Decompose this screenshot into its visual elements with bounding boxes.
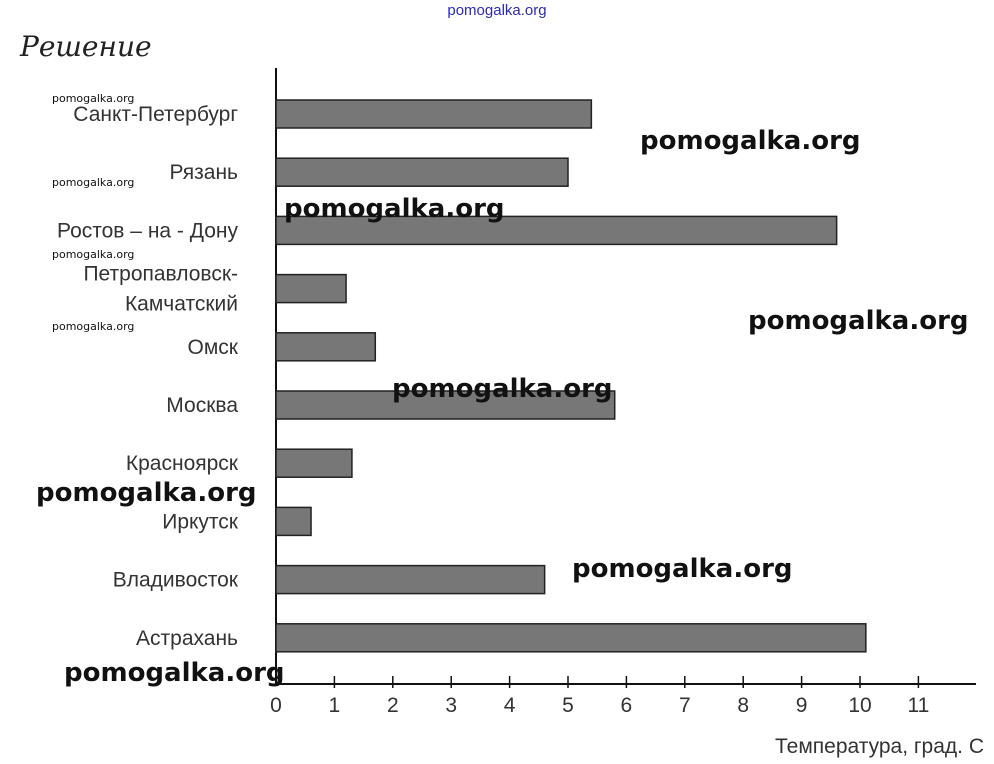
x-tick-label: 9 (796, 694, 808, 717)
watermark: pomogalka.org (36, 478, 257, 508)
category-label: Владивосток (113, 569, 239, 592)
watermark: pomogalka.org (64, 658, 285, 688)
bar-3 (275, 273, 347, 304)
category-label: Красноярск (126, 452, 239, 475)
category-label: Рязань (169, 161, 238, 184)
x-tick-label: 7 (679, 694, 691, 717)
bar-8 (275, 564, 546, 595)
watermark: pomogalka.org (640, 126, 861, 156)
top-watermark: pomogalka.org (447, 2, 547, 19)
x-tick-label: 10 (848, 694, 871, 717)
x-tick-label: 2 (387, 694, 399, 717)
solution-heading: Решение (20, 30, 152, 63)
x-tick-label: 5 (562, 694, 574, 717)
bar-2 (275, 215, 838, 246)
x-tick-label: 1 (329, 694, 341, 717)
x-tick-label: 4 (504, 694, 516, 717)
x-tick-label: 3 (445, 694, 457, 717)
x-tick-label: 8 (737, 694, 749, 717)
watermark: pomogalka.org (52, 248, 135, 261)
bar-0 (275, 99, 593, 129)
category-label: Санкт-Петербург (73, 103, 238, 126)
watermark: pomogalka.org (572, 554, 793, 584)
bar-6 (275, 448, 353, 478)
bar-7 (275, 506, 312, 537)
watermark: pomogalka.org (52, 176, 135, 189)
watermark: pomogalka.org (392, 374, 613, 404)
category-label: Москва (166, 394, 238, 417)
category-label: Иркутск (162, 510, 239, 533)
category-label: Омск (188, 336, 239, 359)
x-axis-title: Температура, град. С (775, 735, 984, 758)
watermark: pomogalka.org (52, 92, 135, 105)
x-tick-label: 0 (270, 694, 282, 717)
category-label: Петропавловск- (83, 263, 238, 286)
x-tick-label: 6 (621, 694, 633, 717)
category-label: Ростов – на - Дону (57, 219, 239, 242)
watermark: pomogalka.org (52, 320, 135, 333)
bar-5 (275, 390, 616, 420)
watermark: pomogalka.org (748, 306, 969, 336)
category-label: Камчатский (125, 293, 238, 316)
bar-1 (275, 157, 569, 187)
category-label: Астрахань (136, 627, 238, 650)
watermark: pomogalka.org (284, 194, 505, 224)
bar-4 (275, 332, 377, 362)
bar-9 (275, 623, 867, 653)
x-tick-label: 11 (907, 694, 929, 717)
